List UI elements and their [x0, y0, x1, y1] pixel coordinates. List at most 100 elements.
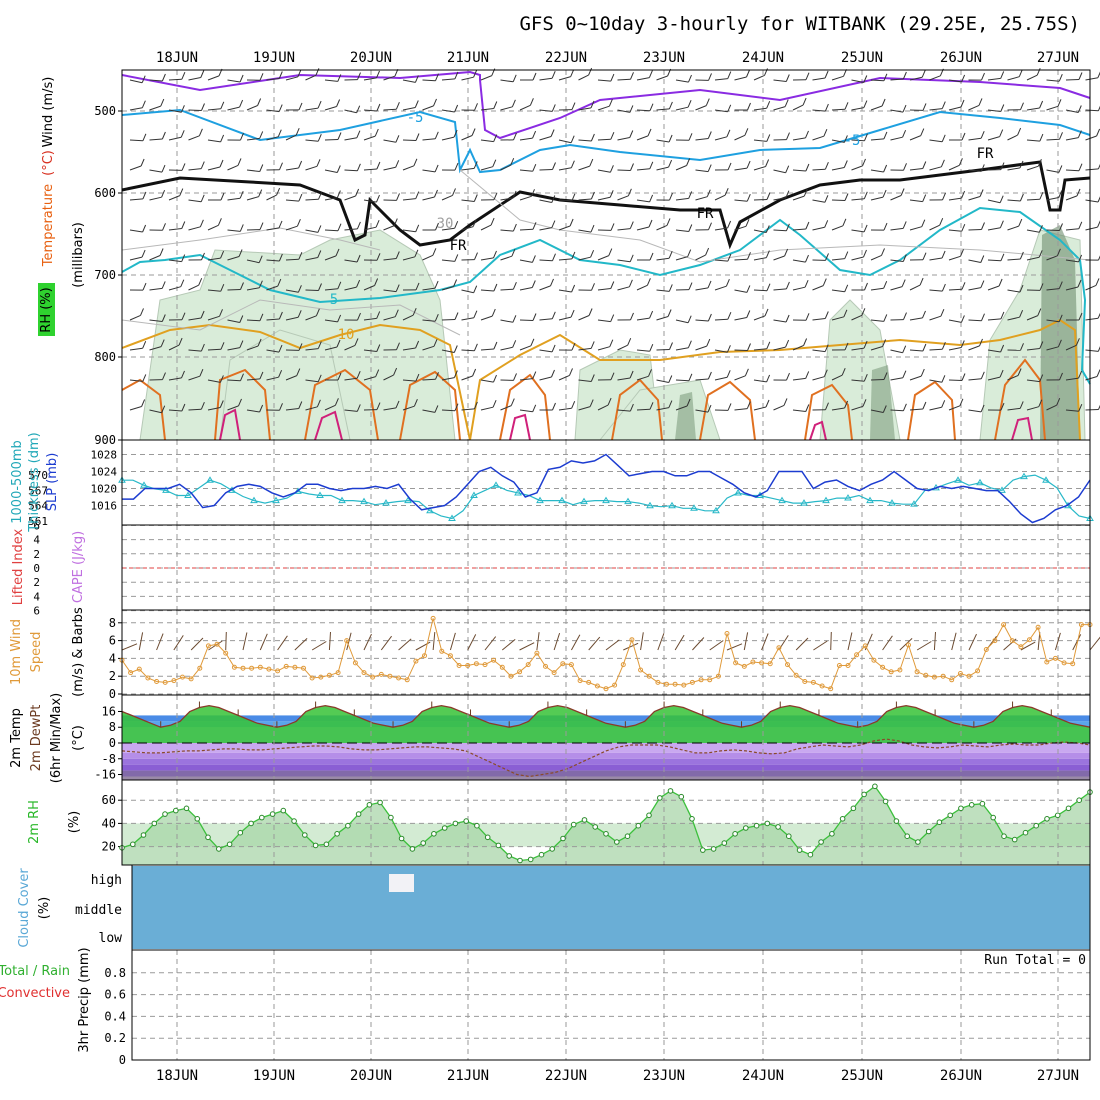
surface-wind-barb — [795, 637, 809, 651]
wind-barb — [227, 79, 241, 83]
wind-barb — [792, 195, 805, 201]
wind-barb-flag — [902, 370, 907, 378]
wind-barb — [968, 287, 981, 291]
wind-barb-flag — [1000, 162, 1005, 170]
wind-barb — [305, 289, 319, 291]
wind-barb-flag — [1077, 279, 1082, 288]
wind-barb-flag — [590, 374, 595, 382]
date-label-bottom: 20JUN — [350, 1068, 392, 1084]
wind-barb — [227, 197, 241, 201]
wind-barb — [519, 345, 532, 351]
wind-speed-point — [836, 663, 842, 668]
wind-barb — [441, 409, 456, 412]
wind-barb — [324, 255, 337, 261]
wind-barb — [188, 109, 202, 111]
rh-point — [560, 835, 566, 842]
wind-barb-flag — [902, 345, 907, 353]
wind-speed-point — [586, 679, 592, 685]
wind-barb-flag — [844, 251, 849, 259]
wind-barb — [792, 169, 806, 172]
date-label-top: 24JUN — [742, 50, 784, 66]
wind-speed-point — [914, 669, 920, 675]
wind-barb-flag — [1059, 223, 1063, 231]
wind-barb — [773, 229, 787, 232]
wind-barb-flag — [1037, 159, 1042, 167]
wind-barb — [500, 405, 512, 411]
rh-isoline — [121, 299, 461, 336]
rh-point — [958, 805, 964, 812]
wind-barb — [168, 409, 182, 412]
wind-barb-flag — [805, 313, 810, 321]
wind-barb-flag — [434, 280, 439, 289]
thickness-marker — [668, 501, 676, 509]
wind-barb-flag — [882, 189, 887, 198]
wind-barb-flag — [1056, 248, 1061, 256]
wind-speed-point — [568, 662, 574, 668]
wind-barb — [285, 76, 299, 81]
wind-speed-point — [326, 672, 332, 678]
wind-barb-flag — [610, 223, 615, 231]
wind-barb — [461, 199, 475, 202]
wind-barb-flag — [570, 160, 575, 168]
wind-speed-point — [724, 631, 730, 636]
wind-barb-flag — [298, 401, 303, 409]
wind-barb-flag — [396, 193, 400, 201]
wind-barb-flag — [374, 128, 379, 137]
wind-barb-flag — [142, 191, 147, 200]
wind-barb-flag — [532, 72, 537, 81]
wind-barb-flag — [999, 129, 1004, 137]
temp-band — [122, 758, 1090, 765]
wind-barb — [831, 289, 845, 293]
wind-barb-flag — [297, 285, 302, 293]
wind-barb-flag — [1038, 250, 1043, 258]
wind-barb — [363, 135, 376, 141]
wind-barb-flag — [707, 164, 712, 172]
wind-barb-flag — [512, 190, 517, 199]
wind-barb-flag — [745, 219, 750, 227]
wind-barb-flag — [1037, 308, 1042, 316]
surface-wind-barb — [294, 638, 308, 651]
wind-speed-point — [430, 615, 436, 621]
wind-barb-flag — [746, 194, 751, 202]
wind-barb-flag — [707, 313, 712, 322]
wind-barb-flag — [882, 339, 887, 347]
rh-point — [743, 825, 749, 831]
wind-barb-flag — [198, 278, 203, 286]
wind-barb-flag — [200, 310, 205, 319]
wind-barb-flag — [1000, 344, 1005, 353]
wind-barb — [831, 407, 845, 411]
wind-barb — [792, 104, 804, 111]
wind-barb — [773, 197, 786, 201]
wind-barb — [636, 199, 650, 203]
wind-barb-flag — [590, 191, 595, 200]
wind-barb — [441, 286, 454, 291]
wind-speed-point — [612, 682, 618, 688]
thickness-marker — [778, 496, 786, 504]
contour-plus15-day6 — [699, 380, 756, 441]
wind-barb — [714, 194, 726, 201]
wind-barb-flag — [454, 162, 459, 171]
wind-barb-flag — [960, 340, 965, 348]
wind-barb-flag — [394, 309, 399, 317]
wind-barb — [539, 285, 551, 291]
rh-point — [355, 811, 362, 817]
wind-barb-flag — [864, 282, 868, 291]
wind-barb — [734, 289, 747, 293]
wind-barb — [870, 138, 884, 141]
rh-point — [786, 833, 792, 840]
wind-barb — [734, 76, 747, 81]
wind-barb — [519, 409, 533, 413]
wind-barb — [441, 349, 455, 353]
wind-barb — [578, 74, 589, 81]
wind-barb — [831, 258, 845, 261]
wind-barb — [870, 319, 884, 322]
surface-wind-barb — [1054, 632, 1061, 651]
surface-wind-barb — [1089, 636, 1100, 651]
wind-barb — [519, 104, 531, 111]
wind-barb-flag — [375, 220, 380, 228]
wind-barb-flag — [278, 344, 283, 353]
wind-barb-flag — [356, 404, 361, 412]
wind-barb — [656, 75, 668, 81]
